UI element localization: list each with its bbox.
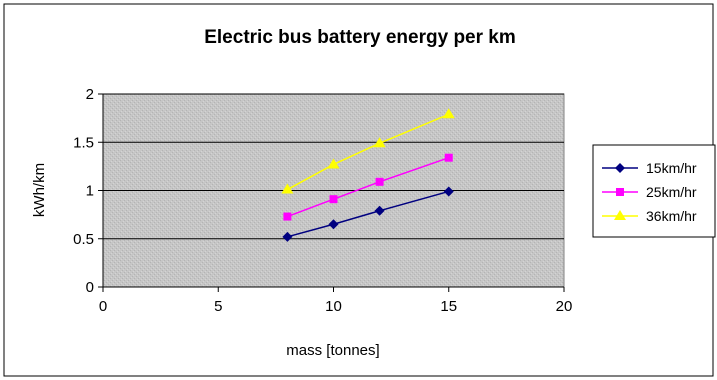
data-series <box>281 108 455 242</box>
legend-box <box>592 144 716 238</box>
series-1 <box>283 153 453 221</box>
y-tick-label: 1.5 <box>73 134 94 151</box>
y-axis-label: kWh/km <box>31 163 48 217</box>
legend-item-2: 36km/hr <box>602 208 697 224</box>
data-point-0-2 <box>374 205 385 216</box>
chart-title: Electric bus battery energy per km <box>204 27 516 48</box>
data-point-1-1 <box>329 195 338 204</box>
x-tick-label: 10 <box>325 298 342 315</box>
x-tick-label: 5 <box>214 298 222 315</box>
y-tick-label: 1 <box>86 183 94 200</box>
legend: 15km/hr 25km/hr 36km/hr <box>592 144 716 238</box>
tick-labels: 00.511.520 5 10 15 20 <box>73 86 572 315</box>
data-point-2-0 <box>281 183 294 194</box>
x-tick-label: 20 <box>556 298 573 315</box>
data-point-0-0 <box>282 231 293 242</box>
x-tick-label: 0 <box>99 298 107 315</box>
legend-marker-0 <box>615 163 625 173</box>
legend-item-0: 15km/hr <box>602 160 697 176</box>
series-2 <box>281 108 455 194</box>
x-tick-label: 15 <box>440 298 457 315</box>
series-line-1 <box>287 156 449 218</box>
legend-item-1: 25km/hr <box>602 184 697 200</box>
data-point-1-2 <box>375 177 384 186</box>
y-tick-label: 0.5 <box>73 231 94 248</box>
series-line-2 <box>287 113 450 191</box>
data-point-1-3 <box>444 153 453 162</box>
data-point-1-0 <box>283 212 292 221</box>
series-0 <box>282 186 454 242</box>
y-tick-label: 2 <box>86 86 94 103</box>
data-point-2-1 <box>327 158 340 169</box>
y-tick-label: 0 <box>86 279 94 296</box>
series-line-0 <box>287 190 449 238</box>
legend-marker-1 <box>616 188 624 196</box>
legend-marker-2 <box>614 210 626 220</box>
data-point-0-3 <box>443 186 454 197</box>
data-point-2-3 <box>442 108 455 119</box>
data-point-2-2 <box>373 137 386 148</box>
legend-label: 25km/hr <box>646 184 697 200</box>
legend-label: 36km/hr <box>646 208 697 224</box>
grid-lines <box>103 93 564 240</box>
data-point-0-1 <box>328 219 339 230</box>
x-axis-label: mass [tonnes] <box>286 342 379 359</box>
legend-label: 15km/hr <box>646 160 697 176</box>
